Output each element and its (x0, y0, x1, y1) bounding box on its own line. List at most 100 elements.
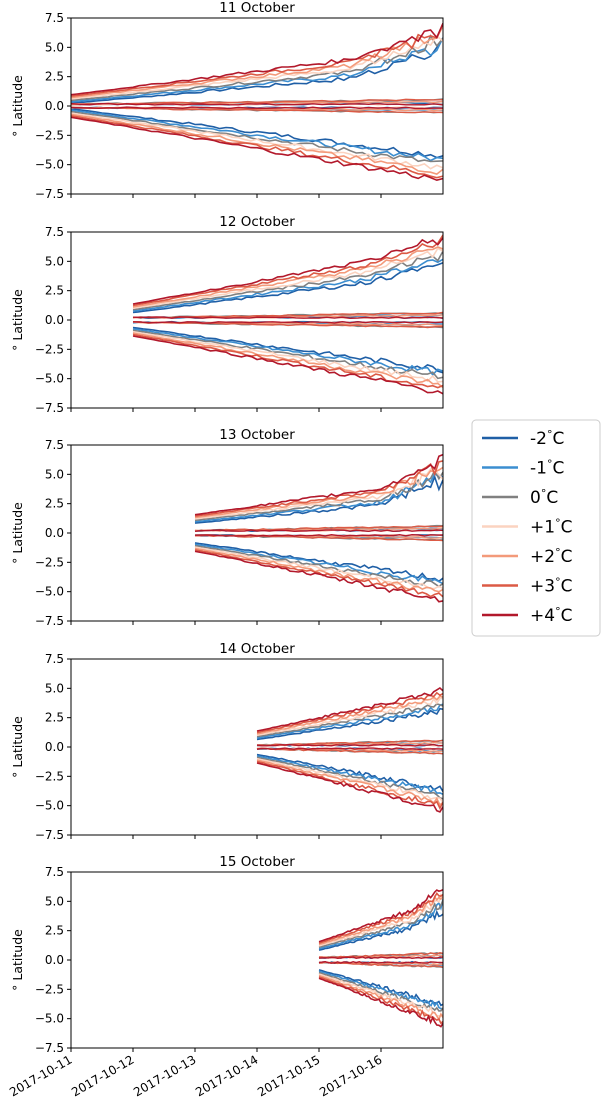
y-axis-label: ° Latitude (10, 716, 25, 778)
y-tick-label: −5.0 (35, 585, 64, 599)
legend-unit: C (561, 606, 573, 626)
y-tick-label: 0.0 (45, 526, 64, 540)
contour-inner-plus4 (318, 960, 443, 964)
y-tick-label: −7.5 (35, 828, 64, 842)
legend: -2°C -1°C 0°C +1°C +2°C +3°C +4°C (471, 419, 601, 637)
y-tick-label: −5.0 (35, 372, 64, 386)
contour-upper-zero (71, 34, 443, 102)
contour-upper-minus1 (256, 703, 443, 739)
contour-lower-plus3 (194, 549, 443, 598)
contour-lower-plus4 (318, 977, 443, 1028)
y-axis-label: ° Latitude (10, 502, 25, 564)
x-tick-label: 2017-10-15 (255, 1052, 322, 1099)
contour-upper-plus1 (194, 468, 443, 520)
contour-upper-plus2 (256, 695, 443, 735)
legend-label-minus2: -2°C (530, 428, 564, 449)
y-tick-label: 5.0 (45, 894, 64, 908)
contour-upper-plus2 (318, 895, 443, 946)
panel-title: 13 October (219, 427, 295, 443)
y-tick-label: 5.0 (45, 467, 64, 481)
contour-inner-plus4 (318, 956, 443, 960)
contour-lower-plus2 (194, 547, 443, 593)
contour-lines (71, 22, 443, 182)
y-tick-label: 0.0 (45, 313, 64, 327)
contour-upper-minus1 (71, 37, 443, 103)
contour-upper-plus2 (71, 25, 443, 99)
y-tick-label: 2.5 (45, 497, 64, 511)
contour-inner-plus3 (71, 106, 443, 114)
contour-inner-plus4 (132, 320, 443, 324)
contour-inner-plus4 (256, 747, 443, 751)
contour-lower-plus3 (256, 760, 443, 810)
y-tick-label: 7.5 (45, 11, 64, 25)
x-tick-label: 2017-10-13 (131, 1052, 198, 1099)
contour-lower-minus2 (194, 542, 443, 583)
contour-upper-plus4 (194, 453, 443, 516)
contour-upper-plus3 (194, 460, 443, 517)
x-tick-label: 2017-10-12 (69, 1052, 136, 1099)
y-tick-label: −7.5 (35, 614, 64, 628)
legend-degree: ° (555, 517, 561, 530)
contour-lower-plus4 (71, 116, 443, 182)
contour-upper-minus1 (318, 899, 443, 950)
y-tick-label: 0.0 (45, 99, 64, 113)
contour-lines (132, 234, 443, 395)
legend-degree: ° (547, 458, 553, 471)
legend-unit: C (561, 518, 573, 538)
legend-unit: C (561, 547, 573, 567)
contour-lower-zero (132, 329, 443, 380)
contour-upper-plus4 (256, 687, 443, 732)
axes-frame (70, 658, 444, 836)
y-tick-label: 2.5 (45, 284, 64, 298)
contour-upper-plus4 (71, 22, 443, 96)
y-tick-label: 5.0 (45, 40, 64, 54)
y-tick-label: −2.5 (35, 128, 64, 142)
y-tick-label: −5.0 (35, 799, 64, 813)
contour-lines (256, 687, 443, 813)
contour-inner-plus4 (132, 316, 443, 320)
y-tick-label: −2.5 (35, 555, 64, 569)
legend-label-plus1: +1°C (530, 517, 572, 538)
contour-upper-minus2 (256, 707, 443, 741)
y-tick-label: −7.5 (35, 1041, 64, 1055)
y-tick-label: 2.5 (45, 924, 64, 938)
contour-upper-minus1 (194, 473, 443, 523)
panel-1: 7.5 5.0 2.5 0.0 −2.5 −5.0 −7.5 11 October ° Lati… (10, 0, 444, 201)
contour-upper-plus4 (318, 888, 443, 943)
contour-inner-plus3 (256, 747, 443, 755)
panel-title: 11 October (219, 0, 295, 16)
y-tick-label: 7.5 (45, 225, 64, 239)
y-axis-label: ° Latitude (10, 289, 25, 351)
contour-lower-plus4 (132, 335, 443, 395)
panel-3: 7.5 5.0 2.5 0.0 −2.5 −5.0 −7.5 13 October ° Lati… (10, 427, 444, 628)
contour-upper-plus3 (256, 691, 443, 734)
y-tick-label: 0.0 (45, 740, 64, 754)
contour-lower-minus2 (256, 753, 443, 793)
panel-4: 7.5 5.0 2.5 0.0 −2.5 −5.0 −7.5 14 October ° Lati… (10, 641, 444, 842)
contour-lower-zero (71, 110, 443, 163)
panel-title: 15 October (219, 854, 295, 870)
axes-frame (70, 871, 444, 1049)
y-tick-label: −2.5 (35, 342, 64, 356)
y-tick-label: −7.5 (35, 187, 64, 201)
contour-upper-plus2 (194, 466, 443, 519)
legend-unit: C (561, 577, 573, 597)
contour-upper-zero (318, 899, 443, 949)
axes-frame (70, 444, 444, 622)
legend-label-plus2: +2°C (530, 546, 572, 567)
legend-label-zero: 0°C (530, 487, 558, 508)
contour-lower-plus3 (71, 115, 443, 179)
contour-upper-plus1 (256, 697, 443, 737)
contour-lower-plus1 (71, 112, 443, 170)
legend-unit: C (552, 459, 564, 479)
contour-lower-plus2 (71, 113, 443, 175)
legend-degree: ° (547, 428, 553, 441)
y-tick-label: 0.0 (45, 953, 64, 967)
contour-upper-plus2 (132, 246, 443, 308)
panel-2: 7.5 5.0 2.5 0.0 −2.5 −5.0 −7.5 12 October ° Lati… (10, 214, 444, 415)
contour-lower-minus2 (71, 108, 443, 159)
y-tick-label: −2.5 (35, 982, 64, 996)
contour-upper-plus3 (132, 234, 443, 307)
panel-title: 12 October (219, 214, 295, 230)
